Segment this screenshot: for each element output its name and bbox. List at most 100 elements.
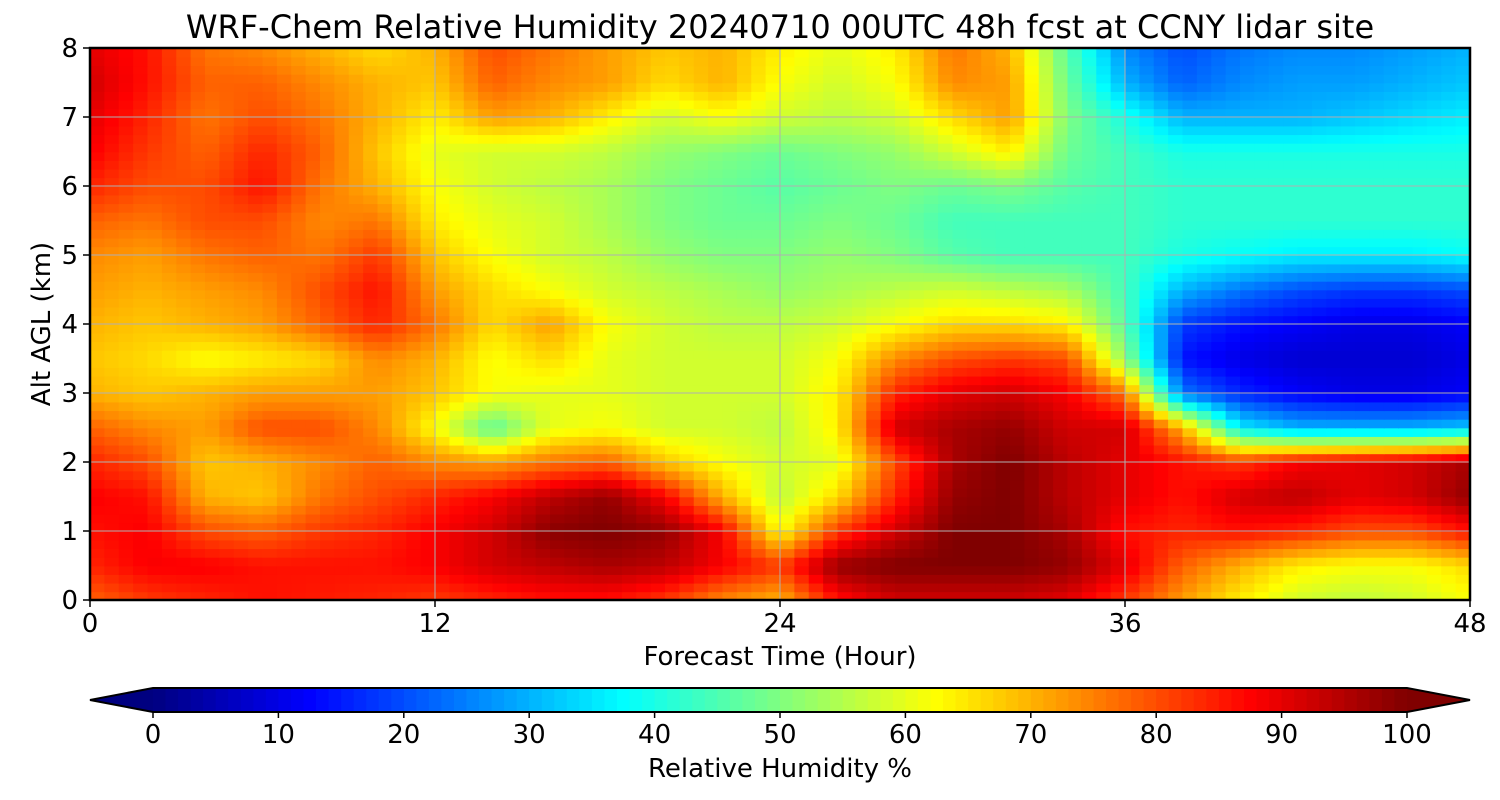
heat-cell [233, 513, 249, 524]
heat-cell [1125, 565, 1141, 575]
heat-cell [320, 444, 336, 455]
heat-cell [780, 453, 796, 463]
heat-cell [176, 436, 192, 446]
heat-cell [118, 539, 134, 550]
heat-cell [133, 367, 149, 377]
heat-cell [1153, 574, 1169, 584]
heat-cell [90, 427, 106, 437]
heat-cell [1168, 462, 1184, 472]
heat-cell [880, 436, 896, 446]
heat-cell [133, 211, 149, 222]
heat-cell [305, 177, 321, 187]
heat-cell [650, 194, 666, 205]
heat-cell [291, 211, 307, 222]
heat-cell [1125, 505, 1141, 515]
heat-cell [118, 298, 134, 308]
heat-cell [90, 531, 106, 541]
heat-cell [866, 479, 882, 489]
heat-cell [736, 315, 753, 325]
heat-cell [1024, 505, 1040, 515]
heat-cell [780, 591, 796, 600]
heat-cell [205, 349, 221, 360]
heat-cell [1182, 513, 1198, 524]
heat-cell [981, 401, 997, 412]
heat-cell [478, 332, 494, 343]
heat-cell [521, 574, 537, 584]
heat-cell [492, 168, 508, 179]
heat-cell [1398, 513, 1414, 524]
heat-cell [1110, 220, 1126, 230]
heat-cell [161, 298, 178, 308]
heat-cell [1110, 487, 1126, 498]
heat-cell [320, 513, 336, 524]
heat-cell [650, 341, 666, 351]
heat-cell [291, 548, 307, 558]
heat-cell [1426, 479, 1443, 489]
heat-cell [147, 194, 163, 205]
heat-cell [104, 315, 120, 325]
heat-cell [1326, 496, 1342, 506]
heat-cell [420, 574, 436, 584]
heat-cell [823, 496, 839, 506]
heat-cell [1297, 298, 1313, 308]
heat-cell [248, 574, 264, 584]
heat-cell [118, 427, 134, 437]
heat-cell [1081, 505, 1098, 515]
heat-cell [1053, 487, 1069, 498]
heat-cell [751, 177, 767, 187]
heat-cell [1283, 246, 1299, 256]
heat-cell [190, 263, 206, 274]
heat-cell [780, 436, 796, 446]
heat-cell [1010, 496, 1026, 506]
heat-cell [1455, 186, 1470, 196]
heat-cell [765, 556, 781, 567]
heat-cell [1081, 487, 1098, 498]
heat-cell [1297, 487, 1313, 498]
heat-cell [1110, 375, 1126, 386]
heat-cell [391, 349, 408, 360]
heat-cell [1383, 401, 1399, 412]
heat-cell [492, 246, 508, 256]
heat-cell [1081, 211, 1098, 222]
heat-cell [233, 401, 249, 412]
heat-cell [1081, 332, 1098, 343]
heat-cell [665, 470, 681, 481]
heat-cell [1268, 280, 1284, 291]
heat-cell [1455, 539, 1470, 550]
heat-cell [1240, 513, 1256, 524]
heat-cell [938, 246, 954, 256]
heat-cell [147, 522, 163, 532]
heat-cell [607, 229, 623, 239]
heat-cell [449, 462, 465, 472]
heat-cell [679, 168, 695, 179]
heat-cell [880, 220, 896, 230]
heat-cell [176, 211, 192, 222]
heat-cell [147, 263, 163, 274]
heat-cell [1383, 229, 1399, 239]
heat-cell [147, 211, 163, 222]
heat-cell [1225, 237, 1241, 248]
heat-cell [1139, 375, 1155, 386]
heat-cell [147, 539, 163, 550]
heat-cell [1010, 324, 1026, 334]
heat-cell [348, 539, 364, 550]
heat-cell [866, 280, 882, 291]
heat-cell [1153, 393, 1169, 403]
heat-cell [650, 177, 666, 187]
heat-cell [923, 237, 939, 248]
heat-cell [205, 263, 221, 274]
heat-cell [1182, 168, 1198, 179]
heat-cell [219, 565, 235, 575]
heat-cell [1240, 453, 1256, 463]
heat-cell [506, 462, 523, 472]
heat-cell [363, 349, 379, 360]
heat-cell [966, 358, 983, 368]
heat-cell [1455, 229, 1470, 239]
heat-cell [1441, 393, 1457, 403]
heat-cell [665, 289, 681, 299]
heat-cell [995, 487, 1011, 498]
heat-cell [679, 315, 695, 325]
heat-cell [291, 427, 307, 437]
heat-cell [1240, 470, 1256, 481]
heat-cell [291, 418, 307, 429]
